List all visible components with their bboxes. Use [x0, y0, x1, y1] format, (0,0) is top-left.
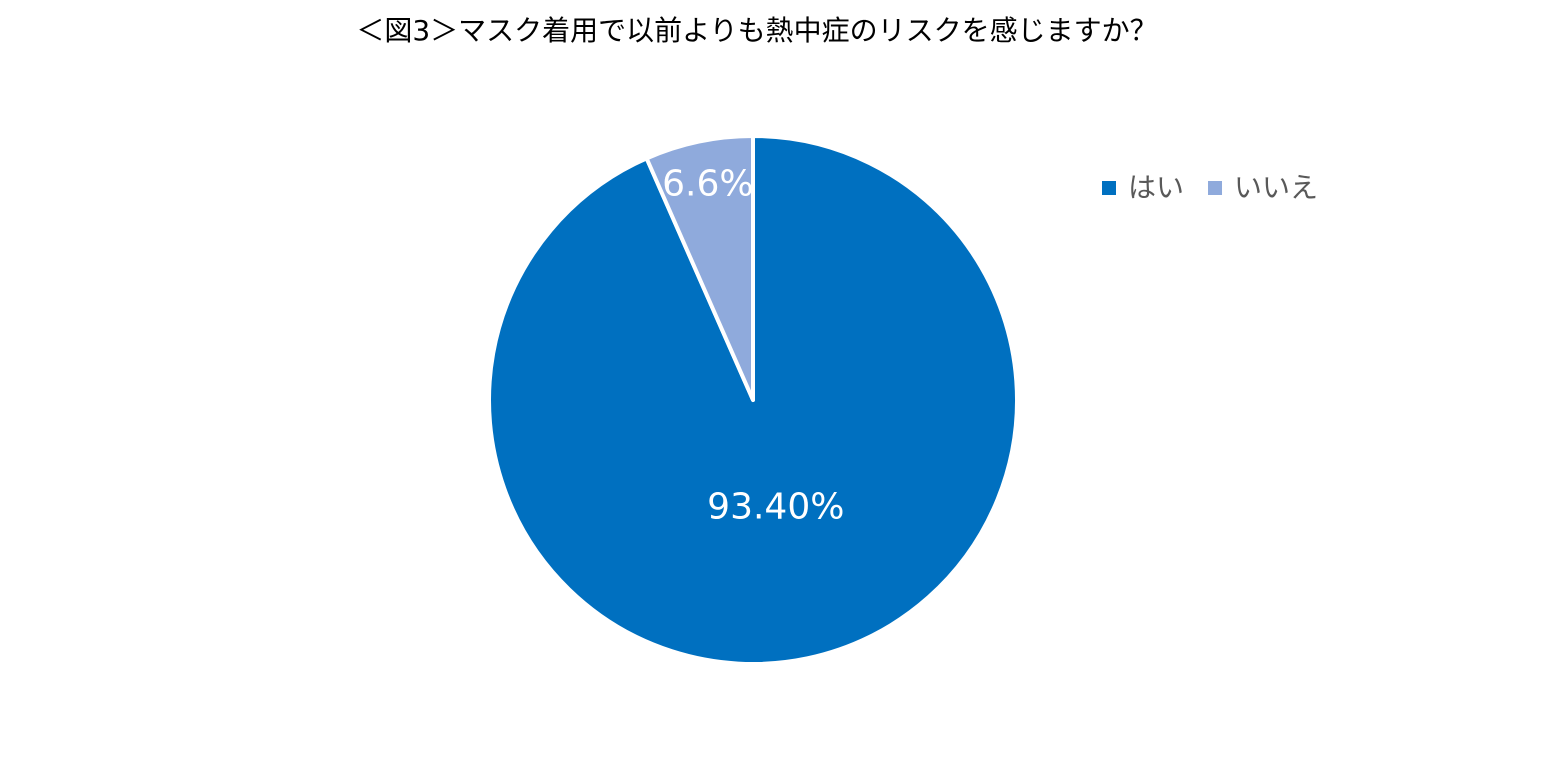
chart-title: ＜図3＞マスク着用で以前よりも熱中症のリスクを感じますか？ — [356, 14, 1157, 47]
legend-swatch — [1102, 181, 1116, 195]
pie-slice — [644, 134, 755, 402]
data-label: 6.6% — [662, 164, 753, 205]
legend-label: はい — [1128, 171, 1184, 204]
legend-label: いいえ — [1234, 171, 1318, 204]
legend-swatch — [1208, 181, 1223, 195]
data-label: 93.40% — [707, 487, 844, 528]
